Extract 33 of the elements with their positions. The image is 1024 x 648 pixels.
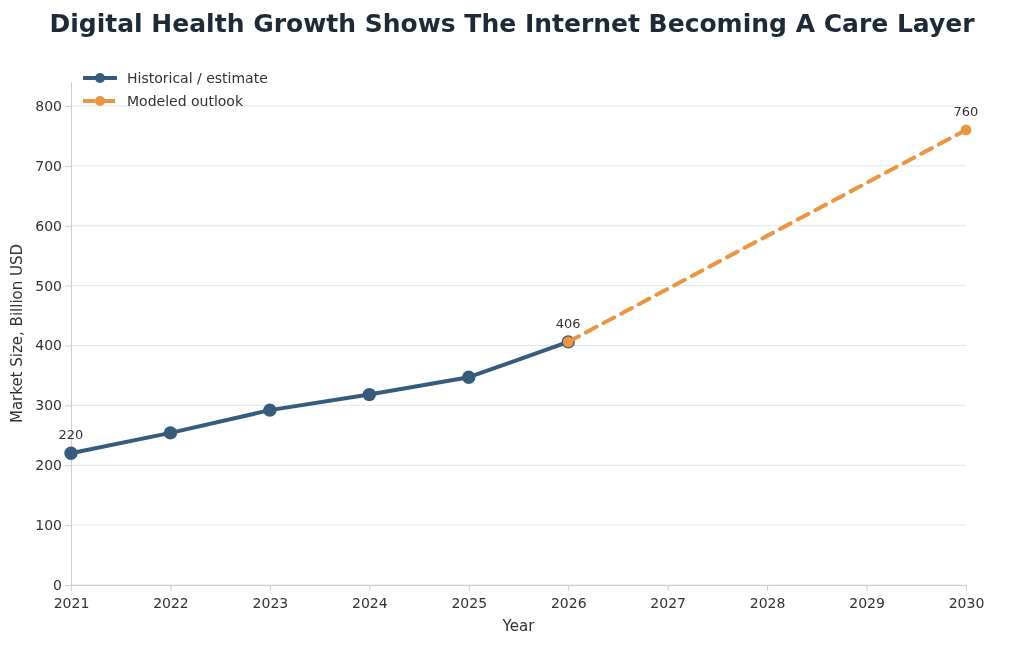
legend-label: Historical / estimate xyxy=(127,70,268,86)
data-label: 406 xyxy=(555,315,581,331)
point xyxy=(960,124,972,136)
data-label: 220 xyxy=(58,427,84,443)
x-tick-label: 2029 xyxy=(849,595,885,611)
point xyxy=(462,370,476,384)
y-tick-label: 800 xyxy=(35,97,62,114)
x-tick-label: 2028 xyxy=(749,595,786,611)
point xyxy=(263,403,277,417)
x-tick-label: 2023 xyxy=(252,595,289,611)
x-tick-label: 2022 xyxy=(153,595,189,611)
y-tick-label: 200 xyxy=(35,457,62,474)
x-tick-label: 2021 xyxy=(53,595,90,611)
x-tick-label: 2024 xyxy=(352,595,388,611)
y-tick-label: 300 xyxy=(35,397,62,414)
x-axis-title: Year xyxy=(501,617,536,635)
x-tick-label: 2030 xyxy=(948,595,985,611)
y-axis-title: Market Size, Billion USD xyxy=(8,243,26,424)
x-tick-label: 2027 xyxy=(650,595,686,611)
point xyxy=(64,446,78,460)
chart-title: Digital Health Growth Shows The Internet Becoming A Care Layer xyxy=(49,9,976,38)
data-label: 760 xyxy=(953,103,979,119)
x-tick-label: 2025 xyxy=(451,595,488,611)
y-tick-label: 100 xyxy=(35,517,62,534)
point xyxy=(362,387,377,402)
y-tick-label: 500 xyxy=(35,277,62,294)
y-tick-label: 0 xyxy=(53,576,62,593)
legend-label: Modeled outlook xyxy=(127,93,244,109)
y-tick-label: 600 xyxy=(35,217,62,234)
y-tick-label: 700 xyxy=(35,157,62,174)
point xyxy=(163,426,178,440)
x-tick-label: 2026 xyxy=(550,595,587,611)
y-tick-label: 400 xyxy=(35,337,62,354)
